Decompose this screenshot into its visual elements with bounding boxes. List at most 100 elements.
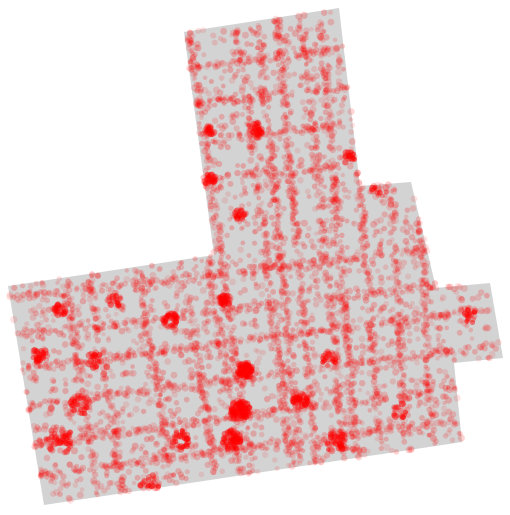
point-marker: [213, 342, 221, 350]
point-marker: [126, 412, 132, 418]
point-marker: [117, 285, 122, 290]
point-marker: [326, 283, 333, 290]
point-marker: [279, 35, 284, 41]
point-marker: [359, 361, 364, 367]
point-marker: [153, 285, 159, 291]
point-marker: [285, 424, 292, 430]
point-marker: [74, 333, 81, 341]
point-marker: [58, 470, 63, 476]
point-marker: [270, 69, 277, 77]
point-marker: [388, 274, 396, 281]
point-marker: [66, 314, 72, 320]
point-marker: [416, 311, 422, 317]
point-marker: [345, 446, 351, 452]
point-marker: [472, 348, 478, 355]
point-marker: [309, 369, 316, 376]
point-marker: [351, 361, 359, 369]
point-marker: [147, 356, 154, 363]
point-marker: [197, 125, 203, 131]
point-marker: [333, 191, 339, 197]
point-marker: [488, 351, 496, 358]
point-marker: [218, 329, 226, 337]
point-marker: [276, 350, 284, 358]
point-marker: [93, 295, 99, 301]
point-marker: [193, 270, 200, 277]
point-marker: [326, 227, 333, 234]
point-marker: [446, 384, 454, 391]
point-marker: [407, 283, 414, 291]
point-marker: [248, 100, 254, 106]
point-marker: [79, 360, 87, 368]
point-marker: [327, 18, 335, 26]
point-marker: [305, 329, 312, 335]
point-marker: [33, 291, 38, 296]
point-marker: [415, 228, 423, 236]
point-marker: [324, 303, 330, 309]
point-marker: [419, 247, 426, 255]
point-marker: [232, 30, 239, 38]
point-marker: [160, 315, 165, 320]
point-marker: [335, 78, 343, 85]
point-marker: [290, 216, 296, 223]
point-marker: [258, 443, 266, 451]
point-marker: [314, 401, 320, 407]
point-marker: [415, 227, 422, 233]
point-marker: [282, 404, 289, 411]
point-marker: [128, 348, 136, 356]
point-marker: [274, 55, 281, 62]
point-marker: [339, 279, 346, 286]
point-marker: [79, 487, 85, 492]
point-marker: [416, 404, 421, 409]
point-marker: [276, 253, 284, 261]
point-marker: [61, 299, 67, 305]
point-marker: [216, 340, 224, 348]
point-marker: [318, 60, 325, 67]
point-marker: [334, 181, 342, 189]
point-marker: [107, 403, 113, 409]
point-marker: [187, 342, 195, 350]
point-marker: [399, 342, 407, 349]
point-marker: [370, 400, 378, 408]
point-marker: [153, 387, 159, 393]
point-marker: [186, 36, 194, 43]
point-marker: [394, 340, 402, 347]
point-marker: [442, 369, 448, 375]
point-marker: [61, 292, 68, 299]
point-marker: [334, 297, 340, 302]
point-marker: [349, 255, 357, 263]
point-marker: [257, 39, 263, 44]
point-marker: [340, 248, 346, 255]
point-marker: [322, 405, 328, 412]
point-marker: [417, 392, 423, 398]
point-marker: [291, 234, 297, 241]
point-marker: [58, 330, 64, 336]
point-marker: [370, 378, 378, 385]
point-marker: [290, 227, 296, 233]
point-marker: [321, 69, 329, 77]
point-marker: [345, 334, 350, 340]
point-marker: [60, 473, 67, 480]
point-marker: [156, 432, 163, 438]
point-marker: [415, 216, 422, 222]
point-marker: [221, 333, 226, 339]
point-marker: [201, 147, 209, 155]
point-marker: [207, 199, 213, 205]
point-marker: [176, 346, 183, 353]
point-marker: [299, 288, 306, 295]
point-marker: [413, 325, 420, 332]
point-marker: [191, 339, 199, 347]
point-marker: [344, 361, 351, 369]
point-marker: [308, 238, 315, 245]
point-marker: [396, 336, 402, 342]
point-marker: [285, 426, 292, 433]
point-marker: [339, 255, 344, 261]
point-marker: [162, 421, 169, 427]
point-marker: [420, 278, 426, 283]
point-marker: [226, 306, 234, 313]
point-marker: [302, 54, 308, 60]
point-marker: [427, 398, 433, 404]
point-marker: [235, 452, 243, 459]
point-marker: [391, 209, 398, 216]
point-marker: [246, 263, 253, 270]
